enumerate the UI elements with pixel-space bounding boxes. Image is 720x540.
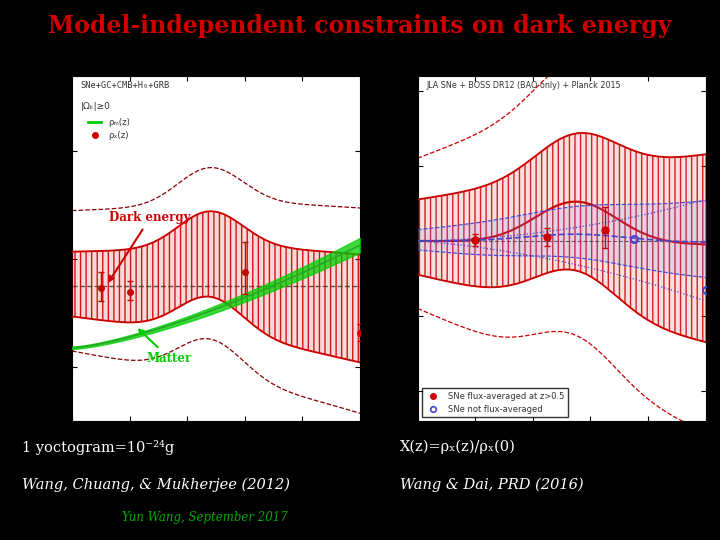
X-axis label: z: z bbox=[213, 442, 219, 451]
Text: 1 yoctogram=10⁻²⁴g: 1 yoctogram=10⁻²⁴g bbox=[22, 440, 174, 455]
Text: JLA SNe + BOSS DR12 (BAO only) + Planck 2015: JLA SNe + BOSS DR12 (BAO only) + Planck … bbox=[426, 81, 621, 90]
Text: Yun Wang, September 2017: Yun Wang, September 2017 bbox=[122, 511, 288, 524]
Y-axis label: X(z): X(z) bbox=[380, 236, 393, 261]
Text: SNe+GC+CMB+H₀+GRB: SNe+GC+CMB+H₀+GRB bbox=[81, 81, 170, 90]
Y-axis label: Cosmic density [yoctograms/m³]: Cosmic density [yoctograms/m³] bbox=[39, 168, 49, 328]
Text: X(z)=ρₓ(z)/ρₓ(0): X(z)=ρₓ(z)/ρₓ(0) bbox=[400, 440, 516, 455]
X-axis label: z: z bbox=[559, 442, 564, 451]
Text: Wang, Chuang, & Mukherjee (2012): Wang, Chuang, & Mukherjee (2012) bbox=[22, 478, 289, 492]
Text: Model-independent constraints on dark energy: Model-independent constraints on dark en… bbox=[48, 14, 672, 37]
Legend: ρₘ(z), ρₓ(z): ρₘ(z), ρₓ(z) bbox=[85, 114, 133, 144]
Text: Dark energy: Dark energy bbox=[109, 211, 191, 281]
Legend: SNe flux-averaged at z>0.5, SNe not flux-averaged: SNe flux-averaged at z>0.5, SNe not flux… bbox=[422, 388, 568, 417]
Text: Wang & Dai, PRD (2016): Wang & Dai, PRD (2016) bbox=[400, 478, 583, 492]
Text: |Ωₖ|≥0: |Ωₖ|≥0 bbox=[81, 102, 110, 111]
Text: Matter: Matter bbox=[139, 329, 192, 365]
Text: X(z): X(z) bbox=[364, 240, 386, 251]
